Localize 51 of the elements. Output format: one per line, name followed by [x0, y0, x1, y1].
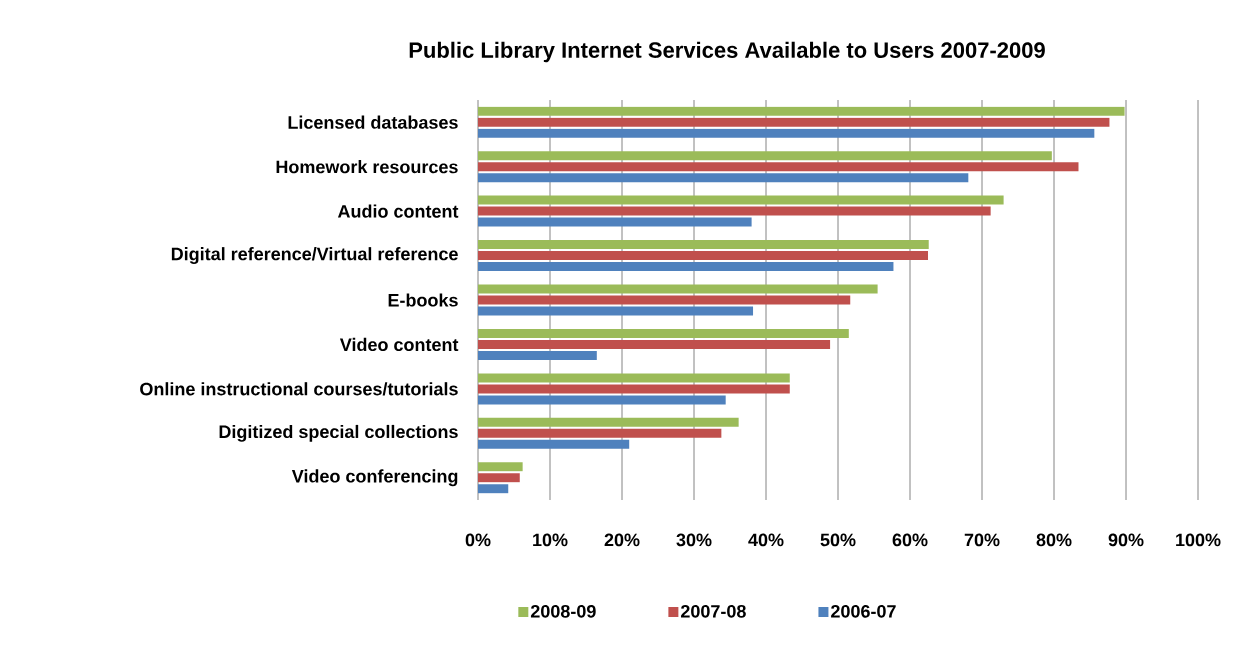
- bar: [478, 439, 630, 449]
- bar: [478, 306, 754, 316]
- y-tick-label: Digitized special collections: [219, 424, 458, 442]
- bar: [478, 373, 790, 383]
- y-tick-label: Video content: [339, 337, 459, 352]
- bar: [478, 128, 1095, 138]
- bar: [478, 173, 969, 183]
- x-tick-label: 0%: [465, 533, 491, 547]
- bar: [478, 240, 929, 250]
- bar: [478, 462, 523, 472]
- bar: [478, 262, 894, 272]
- bar: [478, 106, 1125, 116]
- y-tick-label: Audio content: [337, 204, 459, 218]
- bar: [478, 206, 991, 216]
- legend-label: 2006-07: [831, 604, 896, 618]
- y-tick-label: Online instructional courses/tutorials: [140, 382, 458, 396]
- x-tick-label: 60%: [892, 533, 928, 547]
- bar: [478, 484, 509, 494]
- bar: [478, 151, 1052, 161]
- bar: [478, 195, 1004, 205]
- x-tick-label: 70%: [964, 533, 1000, 547]
- x-tick-label: 80%: [1036, 533, 1072, 547]
- bar: [478, 417, 739, 427]
- y-tick-label: Licensed databases: [288, 115, 458, 129]
- bar: [478, 339, 831, 349]
- x-tick-label: 30%: [676, 533, 712, 547]
- bar: [478, 428, 722, 438]
- bar: [478, 473, 520, 483]
- y-tick-label: Digital reference/Virtual reference: [171, 247, 458, 264]
- bar: [478, 117, 1110, 127]
- chart-title: Public Library Internet Services Available to Users 2007-2009: [409, 41, 1045, 63]
- bar: [478, 295, 851, 305]
- legend-label: 2007-08: [681, 604, 746, 618]
- bar: [478, 328, 849, 338]
- x-tick-label: 90%: [1108, 533, 1144, 547]
- x-tick-label: 20%: [604, 533, 640, 547]
- x-tick-label: 100%: [1176, 533, 1221, 547]
- bar: [478, 350, 597, 360]
- y-tick-label: Video conferencing: [291, 469, 458, 487]
- x-tick-label: 40%: [748, 533, 784, 547]
- x-tick-label: 10%: [533, 533, 568, 547]
- bar: [478, 162, 1079, 172]
- y-tick-label: Homework resources: [276, 160, 458, 174]
- bar: [478, 395, 726, 405]
- bar: [478, 217, 752, 227]
- legend-label: 2008-09: [530, 604, 596, 618]
- bar: [478, 251, 929, 261]
- x-tick-label: 50%: [820, 533, 856, 547]
- y-tick-label: E-books: [388, 293, 458, 307]
- bar: [478, 284, 878, 294]
- bar: [478, 384, 790, 394]
